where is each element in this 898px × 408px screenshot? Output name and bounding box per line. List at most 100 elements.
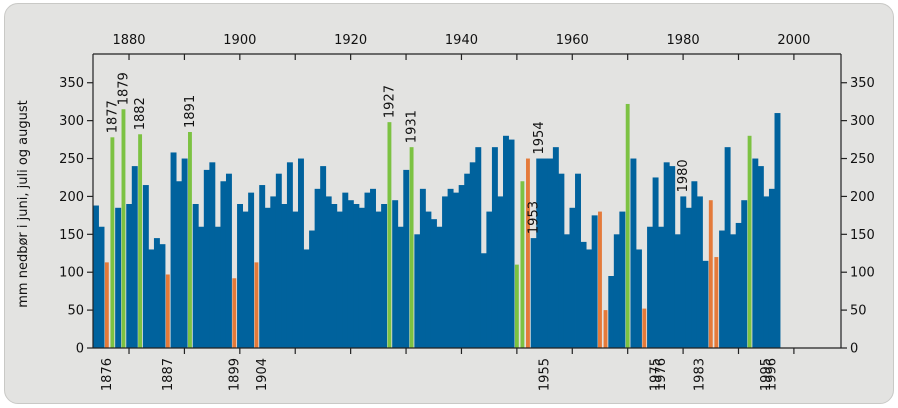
bar-1953 bbox=[530, 238, 537, 348]
x-top-tick-label: 1980 bbox=[667, 33, 700, 48]
y-tick-label-left: 0 bbox=[76, 342, 84, 357]
x-top-tick-label: 1920 bbox=[334, 33, 367, 48]
y-tick-label-right: 150 bbox=[850, 228, 875, 243]
bar-1898 bbox=[225, 173, 232, 348]
bar-1956 bbox=[547, 158, 554, 348]
bar-1908 bbox=[281, 204, 288, 348]
dry-year-label: 1899 bbox=[227, 358, 242, 391]
y-tick-label-left: 200 bbox=[59, 190, 84, 205]
wet-year-label: 2007 bbox=[5, 4, 38, 8]
wet-year-label: 1891 bbox=[183, 95, 198, 128]
bar-1890 bbox=[181, 158, 188, 348]
wet-year-label: 1980 bbox=[676, 159, 691, 192]
bar-1942 bbox=[469, 162, 476, 348]
bar-1881 bbox=[131, 166, 138, 348]
bar-1906 bbox=[270, 196, 277, 348]
bar-1937 bbox=[442, 196, 449, 348]
bar-1964 bbox=[591, 215, 598, 348]
bar-1947 bbox=[497, 196, 504, 348]
bar-1894 bbox=[203, 169, 210, 348]
bar-1941 bbox=[464, 173, 471, 348]
bar-1940 bbox=[458, 185, 465, 348]
bar-1885 bbox=[153, 238, 160, 348]
y-tick-label-left: 350 bbox=[59, 76, 84, 91]
bar-1989 bbox=[730, 234, 737, 348]
bar-1981 bbox=[685, 207, 692, 348]
y-tick-label-left: 150 bbox=[59, 228, 84, 243]
bar-1977 bbox=[663, 162, 670, 348]
wet-year-label: 1927 bbox=[382, 85, 397, 118]
bar-1891 bbox=[188, 132, 192, 348]
x-top-tick-label: 2000 bbox=[777, 33, 810, 48]
wet-year-label: 1931 bbox=[405, 110, 420, 143]
bar-1913 bbox=[309, 230, 316, 348]
bar-1886 bbox=[159, 244, 166, 348]
wet-year-label: 1954 bbox=[532, 121, 547, 154]
bar-1975 bbox=[652, 177, 659, 348]
bar-1916 bbox=[325, 196, 332, 348]
bar-1954 bbox=[536, 158, 543, 348]
wet-year-label: 1953 bbox=[527, 201, 542, 234]
wet-year-label: 1879 bbox=[117, 72, 132, 105]
bar-1936 bbox=[436, 226, 443, 348]
y-tick-label-right: 350 bbox=[850, 76, 875, 91]
bar-1986 bbox=[714, 257, 719, 348]
bar-1883 bbox=[142, 185, 149, 348]
dry-year-label: 1976 bbox=[654, 358, 669, 391]
bar-1976 bbox=[658, 226, 665, 348]
bar-1970 bbox=[625, 103, 630, 349]
y-tick-label-right: 0 bbox=[850, 342, 858, 357]
bar-1994 bbox=[757, 166, 764, 348]
y-tick-label-right: 250 bbox=[850, 152, 875, 167]
dry-year-label: 1975 bbox=[648, 358, 663, 391]
bar-1917 bbox=[331, 204, 338, 348]
bar-1931 bbox=[409, 147, 414, 348]
y-axis-label: mm nedbør i juni, juli og august bbox=[16, 100, 31, 307]
y-tick-label-right: 200 bbox=[850, 190, 875, 205]
bar-1990 bbox=[735, 222, 742, 348]
y-tick-label-left: 250 bbox=[59, 152, 84, 167]
dry-year-label: 1904 bbox=[255, 358, 270, 391]
bar-1902 bbox=[248, 192, 255, 348]
bar-1996 bbox=[768, 188, 775, 348]
bar-1911 bbox=[298, 158, 304, 348]
bar-1889 bbox=[176, 181, 183, 348]
bar-1897 bbox=[220, 181, 227, 348]
bar-1920 bbox=[347, 200, 354, 348]
bar-1997 bbox=[774, 113, 781, 348]
bar-1882 bbox=[138, 134, 143, 348]
dry-year-label: 1876 bbox=[100, 358, 115, 391]
bar-1974 bbox=[647, 226, 654, 348]
y-tick-label-left: 100 bbox=[59, 266, 84, 281]
bar-1945 bbox=[486, 211, 493, 348]
bar-1969 bbox=[619, 211, 626, 348]
x-top-tick-label: 1940 bbox=[445, 33, 478, 48]
bar-1919 bbox=[342, 192, 349, 348]
bar-1939 bbox=[453, 192, 460, 348]
bar-1988 bbox=[724, 147, 731, 348]
bar-1966 bbox=[603, 310, 608, 348]
bar-1929 bbox=[397, 226, 404, 348]
bar-1944 bbox=[480, 253, 487, 348]
bar-1878 bbox=[115, 207, 122, 348]
bar-1963 bbox=[586, 249, 593, 348]
bar-1958 bbox=[558, 173, 565, 348]
bar-1927 bbox=[387, 122, 392, 349]
x-top-tick-label: 1900 bbox=[223, 33, 256, 48]
bar-1946 bbox=[491, 147, 498, 348]
bar-1973 bbox=[642, 308, 647, 348]
bar-1992 bbox=[747, 135, 752, 348]
bar-1930 bbox=[403, 169, 410, 348]
bar-1903 bbox=[254, 262, 259, 348]
y-tick-label-left: 300 bbox=[59, 114, 84, 129]
bar-1943 bbox=[475, 147, 482, 348]
y-tick-label-right: 50 bbox=[850, 304, 867, 319]
bar-1979 bbox=[674, 234, 681, 348]
bar-1900 bbox=[237, 204, 243, 348]
bar-1987 bbox=[719, 230, 726, 348]
bar-1933 bbox=[419, 188, 426, 348]
bar-1934 bbox=[425, 211, 432, 348]
bar-1961 bbox=[575, 173, 581, 348]
bar-1904 bbox=[259, 185, 266, 348]
